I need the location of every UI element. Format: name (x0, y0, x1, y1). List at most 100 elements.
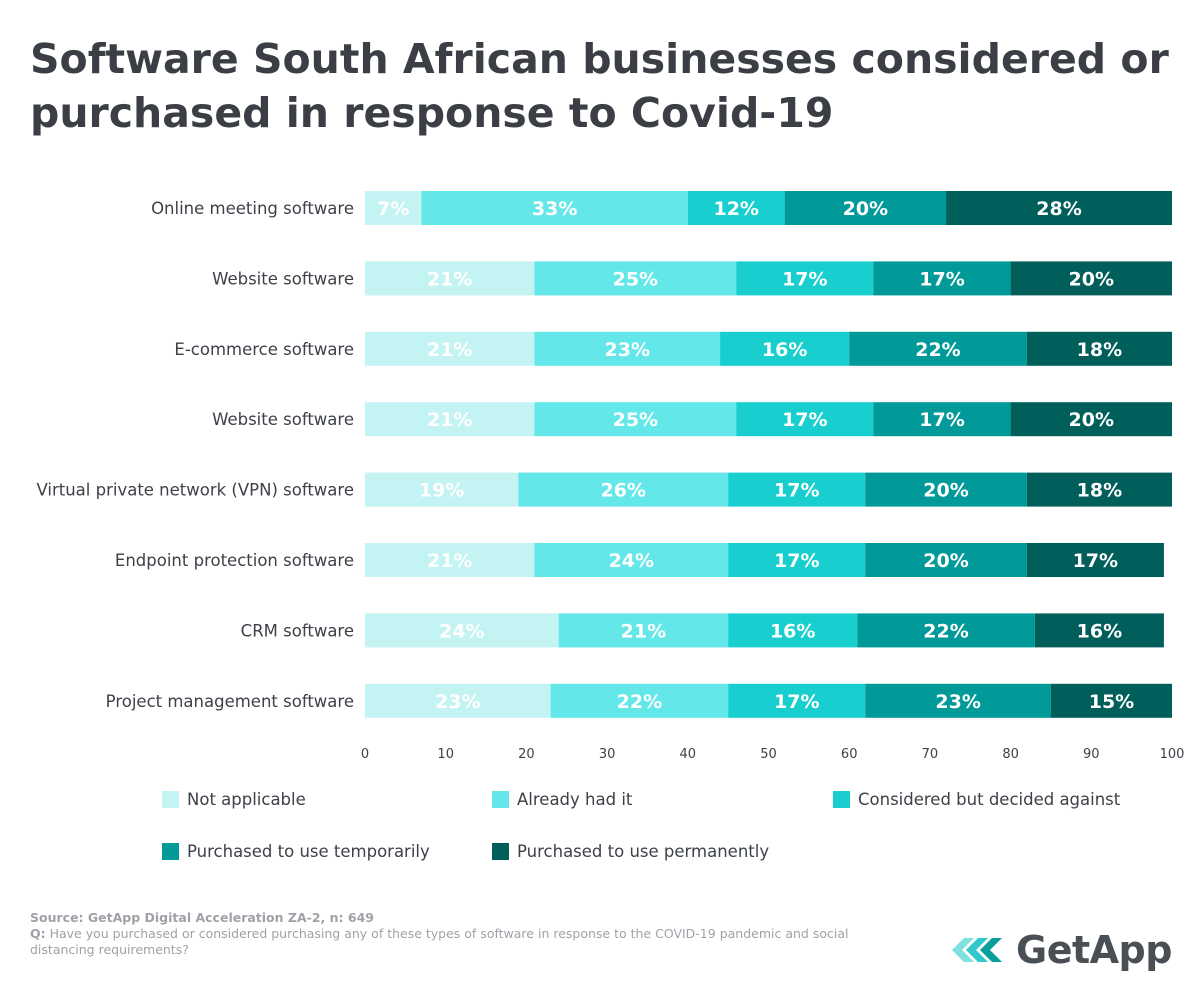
data-label: 17% (782, 268, 827, 290)
legend-item-already-had: Already had it (492, 790, 632, 809)
data-label: 28% (1036, 198, 1081, 220)
legend-label: Considered but decided against (858, 790, 1121, 809)
legend-item-considered: Considered but decided against (833, 790, 1120, 809)
data-label: 22% (923, 620, 968, 642)
bar-segment (1034, 613, 1164, 648)
legend-item-temporary: Purchased to use temporarily (162, 842, 430, 861)
bar-segment (534, 261, 737, 296)
legend-label: Purchased to use temporarily (187, 842, 430, 861)
bar-segment (365, 472, 519, 507)
bar-segment (849, 331, 1027, 366)
stacked-bar-chart: Online meeting software 7% 33% 12% 20% 28% Web… (36, 191, 1185, 762)
data-label: 23% (605, 339, 650, 361)
bar-segment (784, 191, 947, 225)
bar-segment (1050, 683, 1172, 718)
bar-segment (1010, 261, 1172, 296)
x-tick-label: 60 (841, 747, 858, 762)
logo-text: GetApp (1016, 928, 1172, 972)
bar-segment (365, 191, 422, 225)
data-label: 26% (600, 480, 645, 502)
data-label: 12% (713, 198, 758, 220)
data-label: 22% (617, 691, 662, 713)
category-label: Project management software (106, 692, 354, 711)
data-label: 20% (1069, 409, 1114, 431)
bar-segment (365, 683, 551, 718)
question-text: Have you purchased or considered purchas… (30, 926, 849, 957)
x-tick-label: 100 (1160, 747, 1185, 762)
data-label: 17% (1073, 550, 1118, 572)
bar-segment (865, 543, 1027, 577)
data-label: 16% (762, 339, 807, 361)
legend-label: Not applicable (187, 790, 306, 809)
data-label: 17% (774, 550, 819, 572)
chart-footnote: Source: GetApp Digital Acceleration ZA-2… (30, 910, 890, 958)
bar-segment (534, 331, 721, 366)
data-label: 19% (419, 480, 464, 502)
bar-segment (365, 543, 535, 577)
data-label: 7% (377, 198, 409, 220)
bar-segment (550, 683, 729, 718)
data-label: 16% (770, 620, 815, 642)
question-prefix: Q: (30, 926, 46, 941)
legend-item-not-applicable: Not applicable (162, 790, 306, 809)
legend-swatch (492, 843, 509, 860)
bar-segment (873, 261, 1011, 296)
x-tick-label: 70 (922, 747, 939, 762)
x-tick-label: 90 (1083, 747, 1100, 762)
bar-segment (720, 331, 850, 366)
bar-segment (1026, 472, 1172, 507)
bar-segment (857, 613, 1035, 648)
data-label: 18% (1077, 480, 1122, 502)
x-tick-label: 40 (680, 747, 697, 762)
bar-segment (728, 543, 866, 577)
bar-segment (865, 472, 1027, 507)
data-label: 17% (774, 480, 819, 502)
bar-segment (518, 472, 729, 507)
bar-segment (865, 683, 1051, 718)
bar-segment (946, 191, 1172, 225)
bar-segment (534, 402, 737, 437)
x-tick-label: 80 (1002, 747, 1019, 762)
data-label: 23% (935, 691, 980, 713)
data-label: 23% (435, 691, 480, 713)
data-label: 18% (1077, 339, 1122, 361)
category-label: Virtual private network (VPN) software (36, 481, 354, 500)
legend-swatch (492, 791, 509, 808)
data-label: 21% (427, 339, 472, 361)
x-tick-label: 20 (518, 747, 535, 762)
bar-segment (1010, 402, 1172, 437)
bar-segment (873, 402, 1011, 437)
legend-swatch (833, 791, 850, 808)
legend-swatch (162, 843, 179, 860)
chart-legend: Not applicable Already had it Considered… (160, 788, 1160, 878)
bar-segment (365, 613, 559, 648)
bar-segment (365, 402, 535, 437)
category-label: Website software (212, 269, 354, 288)
data-label: 33% (532, 198, 577, 220)
source-line: Source: GetApp Digital Acceleration ZA-2… (30, 910, 374, 925)
chart-title: Software South African businesses consid… (30, 35, 1169, 137)
bar-segment (421, 191, 688, 225)
data-label: 17% (782, 409, 827, 431)
data-label: 24% (609, 550, 654, 572)
category-label: Online meeting software (151, 199, 354, 218)
data-label: 21% (427, 409, 472, 431)
x-tick-label: 50 (760, 747, 777, 762)
data-label: 22% (915, 339, 960, 361)
bar-segment (558, 613, 729, 648)
bar-segment (1026, 331, 1172, 366)
data-label: 20% (843, 198, 888, 220)
legend-label: Already had it (517, 790, 633, 809)
legend-label: Purchased to use permanently (517, 842, 770, 861)
category-label: E-commerce software (174, 340, 354, 359)
data-label: 21% (427, 550, 472, 572)
bar-segment (365, 331, 535, 366)
data-label: 20% (1069, 268, 1114, 290)
data-label: 17% (919, 409, 964, 431)
x-tick-label: 0 (361, 747, 369, 762)
data-label: 20% (923, 480, 968, 502)
bar-segment (365, 261, 535, 296)
data-label: 17% (774, 691, 819, 713)
bar-segment (534, 543, 729, 577)
question-line: Q: Have you purchased or considered purc… (30, 926, 890, 958)
